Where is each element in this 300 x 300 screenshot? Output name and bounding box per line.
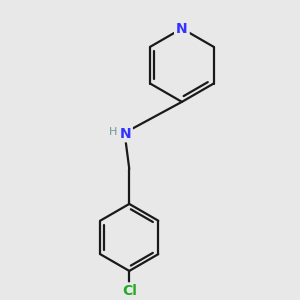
Text: H: H xyxy=(109,127,117,137)
Text: N: N xyxy=(120,127,131,141)
Text: N: N xyxy=(176,22,188,35)
Text: Cl: Cl xyxy=(122,284,137,298)
